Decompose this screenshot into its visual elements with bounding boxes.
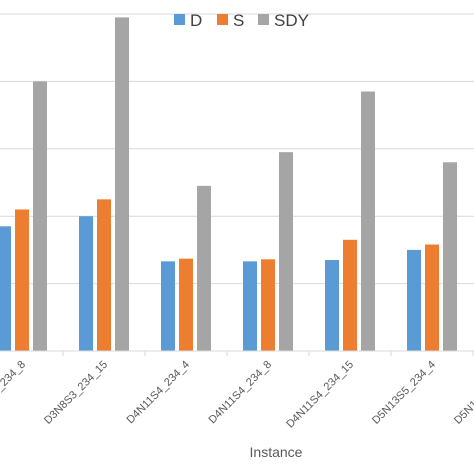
legend-label-sdy: SDY [274, 11, 309, 30]
legend-swatch-s [217, 14, 228, 25]
bar-d-5 [407, 249, 421, 351]
bar-sdy-1 [115, 17, 129, 352]
gridlines [0, 13, 474, 285]
bar-s-1 [97, 199, 111, 351]
bar-sdy-3 [279, 152, 293, 351]
bar-d-4 [325, 260, 339, 351]
bar-sdy-0 [33, 81, 47, 352]
bar-d-0 [0, 226, 11, 351]
legend-swatch-d [174, 14, 185, 25]
x-axis-title: Instance [250, 444, 303, 460]
bar-sdy-5 [443, 162, 457, 351]
bar-sdy-2 [197, 185, 211, 351]
bar-s-4 [343, 239, 357, 351]
x-tick-label: D4N11S4_234_8 [207, 359, 275, 427]
x-tick-label: D5N13S5_234_4 [370, 359, 438, 427]
x-tick-label: D3N7S3_234_8 [0, 359, 28, 423]
x-tick-label: D4N11S4_234_4 [125, 359, 193, 427]
bar-sdy-4 [361, 91, 375, 351]
bar-s-3 [261, 259, 275, 351]
legend-swatch-sdy [258, 14, 269, 25]
bar-d-3 [243, 261, 257, 351]
bars [0, 17, 474, 356]
legend-label-d: D [190, 11, 202, 30]
legend: D S SDY [174, 11, 309, 30]
x-tick-label: D5N13S5_234_8 [452, 359, 474, 427]
x-tick-labels: D3N7S3_234_8 D3N8S3_234_15 D4N11S4_234_4 D4… [0, 359, 474, 431]
bar-s-2 [179, 258, 193, 351]
bar-d-2 [161, 261, 175, 351]
bar-d-1 [79, 216, 93, 351]
legend-label-s: S [233, 11, 244, 30]
x-tick-label: D3N8S3_234_15 [42, 359, 110, 427]
bar-s-5 [425, 244, 439, 351]
x-tick-label: D4N11S4_234_15 [284, 359, 356, 431]
bar-s-0 [15, 209, 29, 351]
